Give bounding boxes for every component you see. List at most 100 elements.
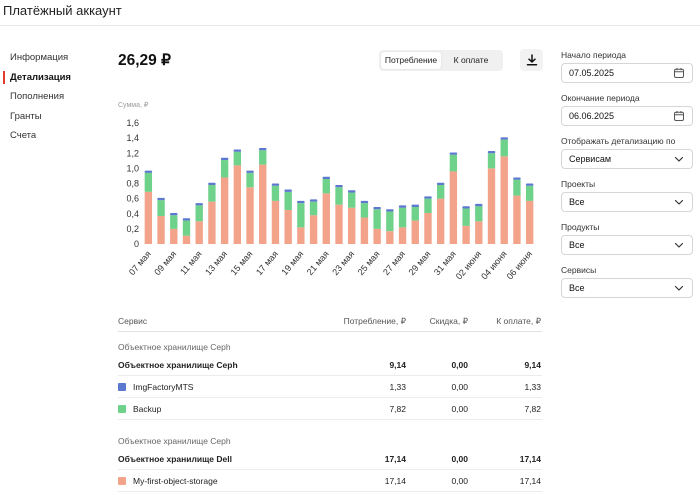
chart-bar-segment <box>195 221 203 244</box>
chart-bar-segment <box>436 182 445 186</box>
chart-bar-segment <box>513 177 521 180</box>
chart-bar-segment <box>309 199 318 202</box>
sidebar-item-grants[interactable]: Гранты <box>10 110 42 122</box>
chart-bar-segment <box>220 160 229 178</box>
table-row: My-first-object-storage 17,14 0,00 17,14 <box>118 470 542 492</box>
services-value: Все <box>569 283 585 293</box>
chart-bar-segment <box>360 200 369 204</box>
services-select[interactable]: Все <box>561 278 693 298</box>
chart-bar-segment <box>246 170 254 173</box>
y-tick-label: 1,2 <box>126 148 139 158</box>
products-select[interactable]: Все <box>561 235 693 255</box>
chart-bar-segment <box>284 189 292 192</box>
x-tick-label: 06 июня <box>505 249 535 282</box>
sidebar-item-details[interactable]: Детализация <box>0 68 100 88</box>
chart-bar-segment <box>271 185 280 201</box>
chart-bar-segment <box>436 198 445 244</box>
chart-bar-segment <box>335 187 343 205</box>
chart-bar-segment <box>322 178 330 194</box>
detail-by-label: Отображать детализацию по <box>561 136 676 146</box>
chart-bar-segment <box>246 187 254 244</box>
chart-bar-segment <box>259 164 267 244</box>
chart-bar-segment <box>233 165 242 244</box>
chart-bar-segment <box>424 212 432 244</box>
chart-bar-segment <box>157 216 165 244</box>
chart-bar-segment <box>386 211 394 232</box>
chart-bar-segment <box>309 215 318 244</box>
chart-bar-segment <box>284 209 292 244</box>
chevron-down-icon <box>674 156 684 162</box>
top-bar: Платёжный аккаунт <box>0 0 700 26</box>
chart-bar-segment <box>208 185 216 202</box>
chart-bar-segment <box>348 207 356 244</box>
x-tick-label: 21 мая <box>305 249 331 277</box>
chevron-down-icon <box>674 199 684 205</box>
x-tick-label: 27 мая <box>381 249 407 277</box>
sidebar-item-invoices[interactable]: Счета <box>10 130 37 142</box>
x-tick-label: 17 мая <box>254 249 280 277</box>
download-button[interactable] <box>520 49 543 71</box>
row-to-pay: 9,14 <box>524 360 541 370</box>
chart-bar-segment <box>233 149 242 152</box>
detail-by-value: Сервисам <box>569 154 612 164</box>
chart-bar-segment <box>170 212 178 216</box>
table-row: ImgFactoryMTS 1,33 0,00 1,33 <box>118 376 542 398</box>
detail-by-select[interactable]: Сервисам <box>561 149 693 169</box>
page-title: Платёжный аккаунт <box>3 3 122 18</box>
x-tick-label: 09 мая <box>152 249 178 277</box>
end-date-value: 06.06.2025 <box>569 111 615 121</box>
row-name: Объектное хранилище Dell <box>118 454 232 464</box>
y-tick-label: 0 <box>134 239 139 249</box>
chart-bar-segment <box>487 150 496 154</box>
chart-bar-segment <box>386 231 394 244</box>
chart-bar-segment <box>170 215 178 229</box>
chart-bar-segment <box>335 204 343 244</box>
sidebar-item-info[interactable]: Информация <box>10 52 69 63</box>
x-tick-label: 29 мая <box>406 249 432 277</box>
sidebar-nav: Информация Детализация Пополнения Гранты… <box>0 48 100 146</box>
chart-bar-segment <box>411 204 419 207</box>
chart-bar-segment <box>259 150 267 165</box>
table-row: Backup 7,82 0,00 7,82 <box>118 398 542 420</box>
y-axis-label: Сумма, ₽ <box>118 101 149 109</box>
row-consumption: 17,14 <box>384 476 406 486</box>
row-to-pay: 7,82 <box>524 404 541 414</box>
group-label: Объектное хранилище Ceph <box>118 332 542 354</box>
projects-select[interactable]: Все <box>561 192 693 212</box>
row-consumption: 1,33 <box>389 382 406 392</box>
col-consumption: Потребление, ₽ <box>343 316 406 326</box>
row-name: ImgFactoryMTS <box>133 382 194 392</box>
x-tick-label: 07 мая <box>127 249 153 277</box>
end-date-input[interactable]: 06.06.2025 <box>561 106 693 126</box>
y-tick-label: 1,0 <box>126 163 139 173</box>
chart-bar-segment <box>500 139 508 157</box>
chart-bar-segment <box>271 183 280 186</box>
chart-bar-segment <box>411 220 419 244</box>
chevron-down-icon <box>674 285 684 291</box>
chart-bar-segment <box>322 193 330 244</box>
tab-to-pay[interactable]: К оплате <box>453 55 489 65</box>
chart-bar-segment <box>335 185 343 188</box>
chart-bar-segment <box>195 205 203 222</box>
table-row: Объектное хранилище Ceph 9,14 0,00 9,14 <box>118 354 542 376</box>
row-consumption: 7,82 <box>389 404 406 414</box>
y-tick-label: 0,8 <box>126 179 139 189</box>
chart-bar-segment <box>373 206 381 210</box>
x-tick-label: 31 мая <box>432 249 458 277</box>
chart-bar-segment <box>411 206 419 221</box>
start-date-input[interactable]: 07.05.2025 <box>561 63 693 83</box>
row-consumption: 9,14 <box>389 360 406 370</box>
filter-panel: Начало периода 07.05.2025 Окончание пери… <box>561 50 693 308</box>
download-icon <box>526 54 537 66</box>
y-tick-label: 0,4 <box>126 209 139 219</box>
chart-bar-segment <box>144 170 153 173</box>
group-label: Объектное хранилище Ceph <box>118 426 542 448</box>
chart-bar-segment <box>157 200 165 217</box>
sidebar-item-topups[interactable]: Пополнения <box>10 91 65 103</box>
x-tick-label: 25 мая <box>356 249 382 277</box>
col-to-pay: К оплате, ₽ <box>496 316 541 326</box>
chart-bar-segment <box>398 207 407 228</box>
x-tick-label: 19 мая <box>279 249 305 277</box>
chart-bar-segment <box>475 221 483 244</box>
tab-consumption[interactable]: Потребление <box>381 52 441 69</box>
